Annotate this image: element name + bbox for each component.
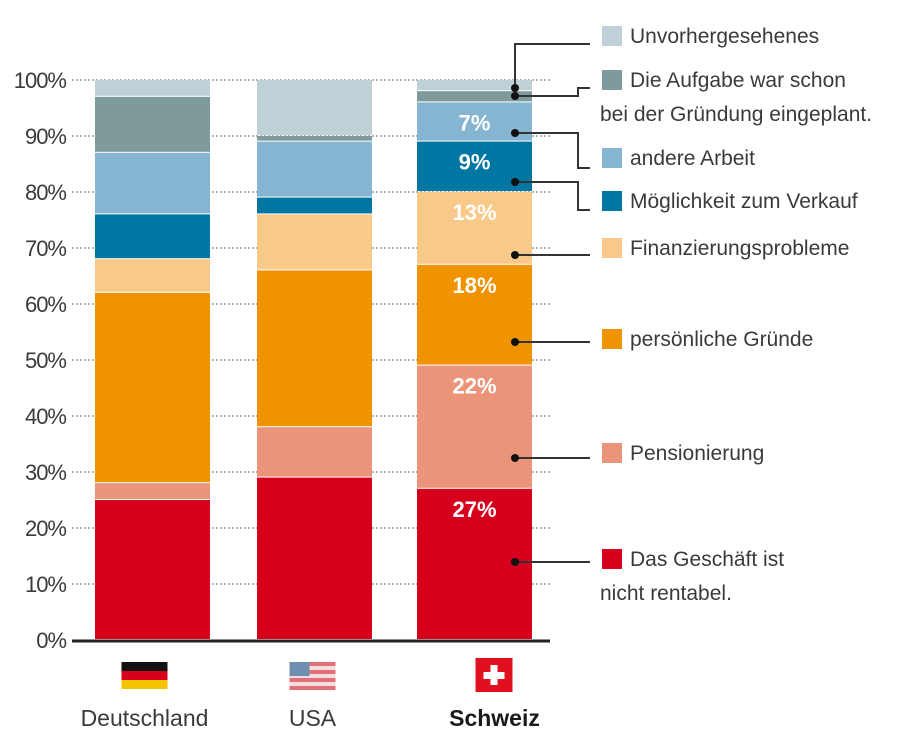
germany-flag-icon [121,662,168,689]
legend-swatch [602,443,622,463]
leader-dot [511,129,519,137]
legend-label: Pensionierung [630,442,764,465]
bar-segment [257,270,372,427]
bar-segment [417,80,532,91]
leader-dot [511,251,519,259]
legend: Unvorhergesehenes Die Aufgabe war schon be… [600,25,872,605]
flag-stripe [121,680,168,689]
x-category-label: Deutschland [81,705,209,731]
leader-line [514,43,590,88]
bar-segment [95,96,210,152]
leader-dot [511,178,519,186]
data-label: 18% [452,273,496,298]
leader-dot [511,558,519,566]
flag-stripe [289,686,336,690]
data-label: 13% [452,200,496,225]
x-category-label: USA [289,705,337,731]
bar-segment [95,214,210,259]
leader-line [515,181,590,211]
y-tick-label: 30% [25,460,66,485]
legend-leader-lines [511,43,590,566]
legend-swatch [602,238,622,258]
legend-swatch [602,191,622,211]
legend-label: bei der Gründung eingeplant. [600,103,872,126]
y-tick-label: 40% [25,404,66,429]
usa-flag-icon [289,662,336,690]
y-tick-label: 80% [25,180,66,205]
bar-segment [95,80,210,96]
x-category-label: Schweiz [449,705,540,731]
bar-segment [95,483,210,499]
flag-stripe [289,670,336,674]
legend-swatch [602,549,622,569]
legend-label: andere Arbeit [630,147,755,170]
leader-line [515,132,590,169]
bar-segment [417,365,532,488]
bar-segment [257,141,372,197]
flag-cross [483,672,505,679]
leader-dot [511,338,519,346]
legend-label: Möglichkeit zum Verkauf [630,190,858,213]
leader-line [515,87,590,97]
bar-segment [257,477,372,639]
legend-swatch [602,26,622,46]
y-tick-label: 100% [14,68,67,93]
switzerland-flag-icon [475,658,513,692]
leader-dot [511,92,519,100]
legend-label: nicht rentabel. [600,582,732,605]
legend-label: Die Aufgabe war schon [630,69,846,92]
y-tick-label: 90% [25,124,66,149]
legend-label: Finanzierungsprobleme [630,237,849,260]
y-tick-label: 50% [25,348,66,373]
bar-segment [257,197,372,214]
bar-segment [95,152,210,214]
data-label: 7% [459,110,491,135]
leader-dot [511,454,519,462]
y-tick-label: 20% [25,516,66,541]
flag-stripe [289,682,336,686]
bar-segment [257,136,372,141]
y-tick-label: 10% [25,572,66,597]
bar-segment [417,91,532,102]
bar-segment [95,259,210,292]
leader-dot [511,84,519,92]
legend-swatch [602,70,622,90]
bar-segment [257,214,372,270]
y-tick-label: 70% [25,236,66,261]
y-tick-label: 0% [36,628,66,653]
bar-segment [417,264,532,365]
legend-swatch [602,148,622,168]
bars: 27% 22% 18% 13% 9% 7% [95,80,532,639]
legend-label: Unvorhergesehenes [630,25,819,48]
x-axis: Deutschland USA Schweiz [81,658,540,731]
bar-segment [95,500,210,639]
flag-stripe [289,666,336,670]
flag-stripe [289,678,336,682]
data-label: 27% [452,497,496,522]
data-label: 9% [459,150,491,175]
data-label: 22% [452,374,496,399]
bar-segment [257,80,372,135]
bar-segment [257,427,372,477]
flag-stripe [289,662,336,666]
flag-canton [289,662,310,676]
legend-label: Das Geschäft ist [630,548,784,571]
legend-swatch [602,329,622,349]
flag-stripe [121,662,168,671]
flag-stripe [121,671,168,680]
legend-label: persönliche Gründe [630,328,813,351]
flag-stripe [289,674,336,678]
bar-segment [95,292,210,483]
y-axis: 0% 10% 20% 30% 40% 50% 60% 70% 80% 90% 100% [14,68,550,653]
y-tick-label: 60% [25,292,66,317]
